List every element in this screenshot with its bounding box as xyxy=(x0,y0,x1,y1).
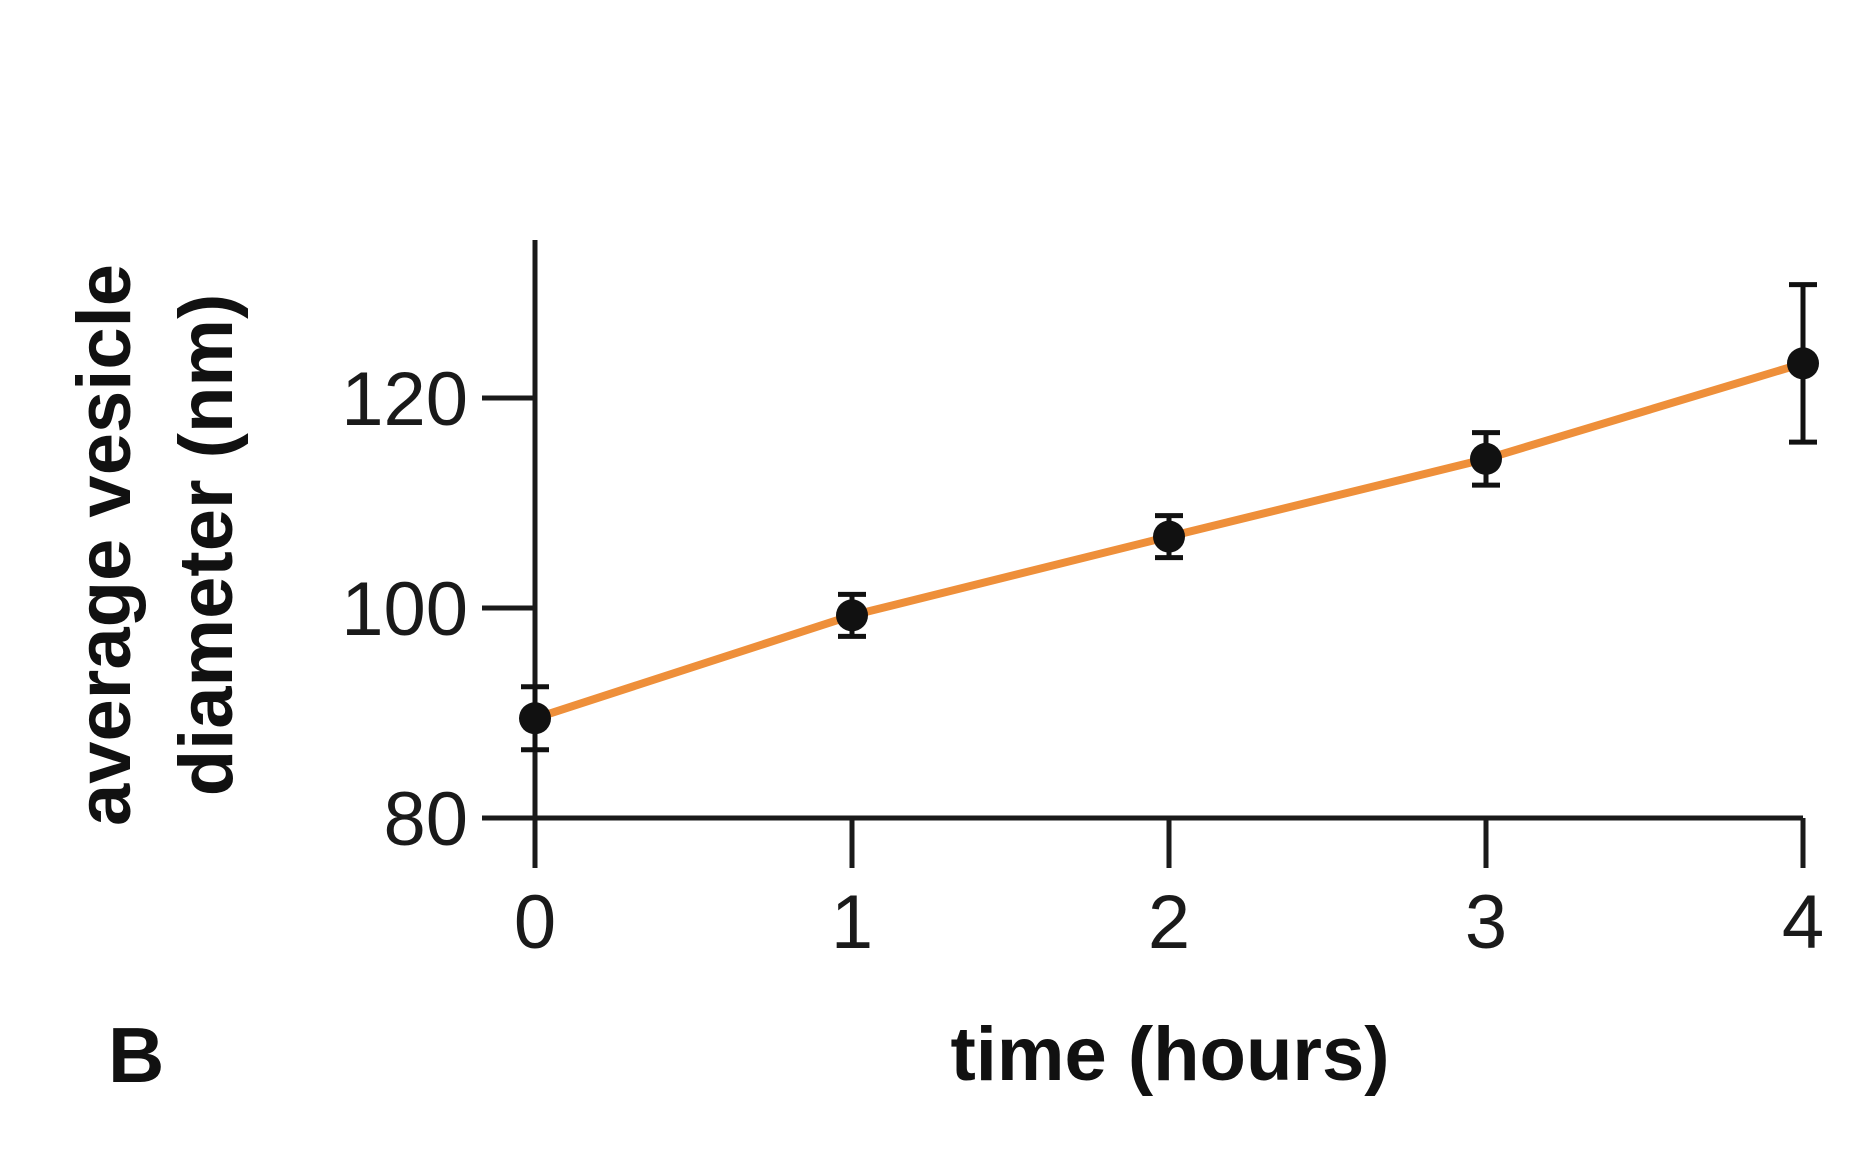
error-bars xyxy=(521,282,1817,753)
x-tick-label: 0 xyxy=(514,880,556,965)
y-ticks: 80 100 120 xyxy=(341,357,535,862)
y-axis-title-line1: average vesicle xyxy=(62,264,147,826)
data-point xyxy=(1153,520,1185,553)
x-tick-label: 1 xyxy=(831,880,873,965)
x-axis-title: time (hours) xyxy=(950,1012,1389,1097)
y-tick-label: 80 xyxy=(383,777,468,862)
x-tick-label: 4 xyxy=(1782,880,1824,965)
x-ticks: 0 1 2 3 4 xyxy=(514,818,1824,965)
data-points xyxy=(519,347,1819,735)
y-axis-title-line2: diameter (nm) xyxy=(164,294,249,797)
y-axis-title: average vesicle diameter (nm) xyxy=(62,264,249,826)
x-tick-label: 2 xyxy=(1148,880,1190,965)
data-point xyxy=(519,702,551,735)
y-tick-label: 120 xyxy=(341,357,468,442)
data-point xyxy=(1787,347,1819,380)
x-tick-label: 3 xyxy=(1465,880,1507,965)
data-point xyxy=(836,599,868,632)
y-tick-label: 100 xyxy=(341,567,468,652)
data-point xyxy=(1470,442,1502,475)
panel-label: B xyxy=(108,1011,164,1099)
